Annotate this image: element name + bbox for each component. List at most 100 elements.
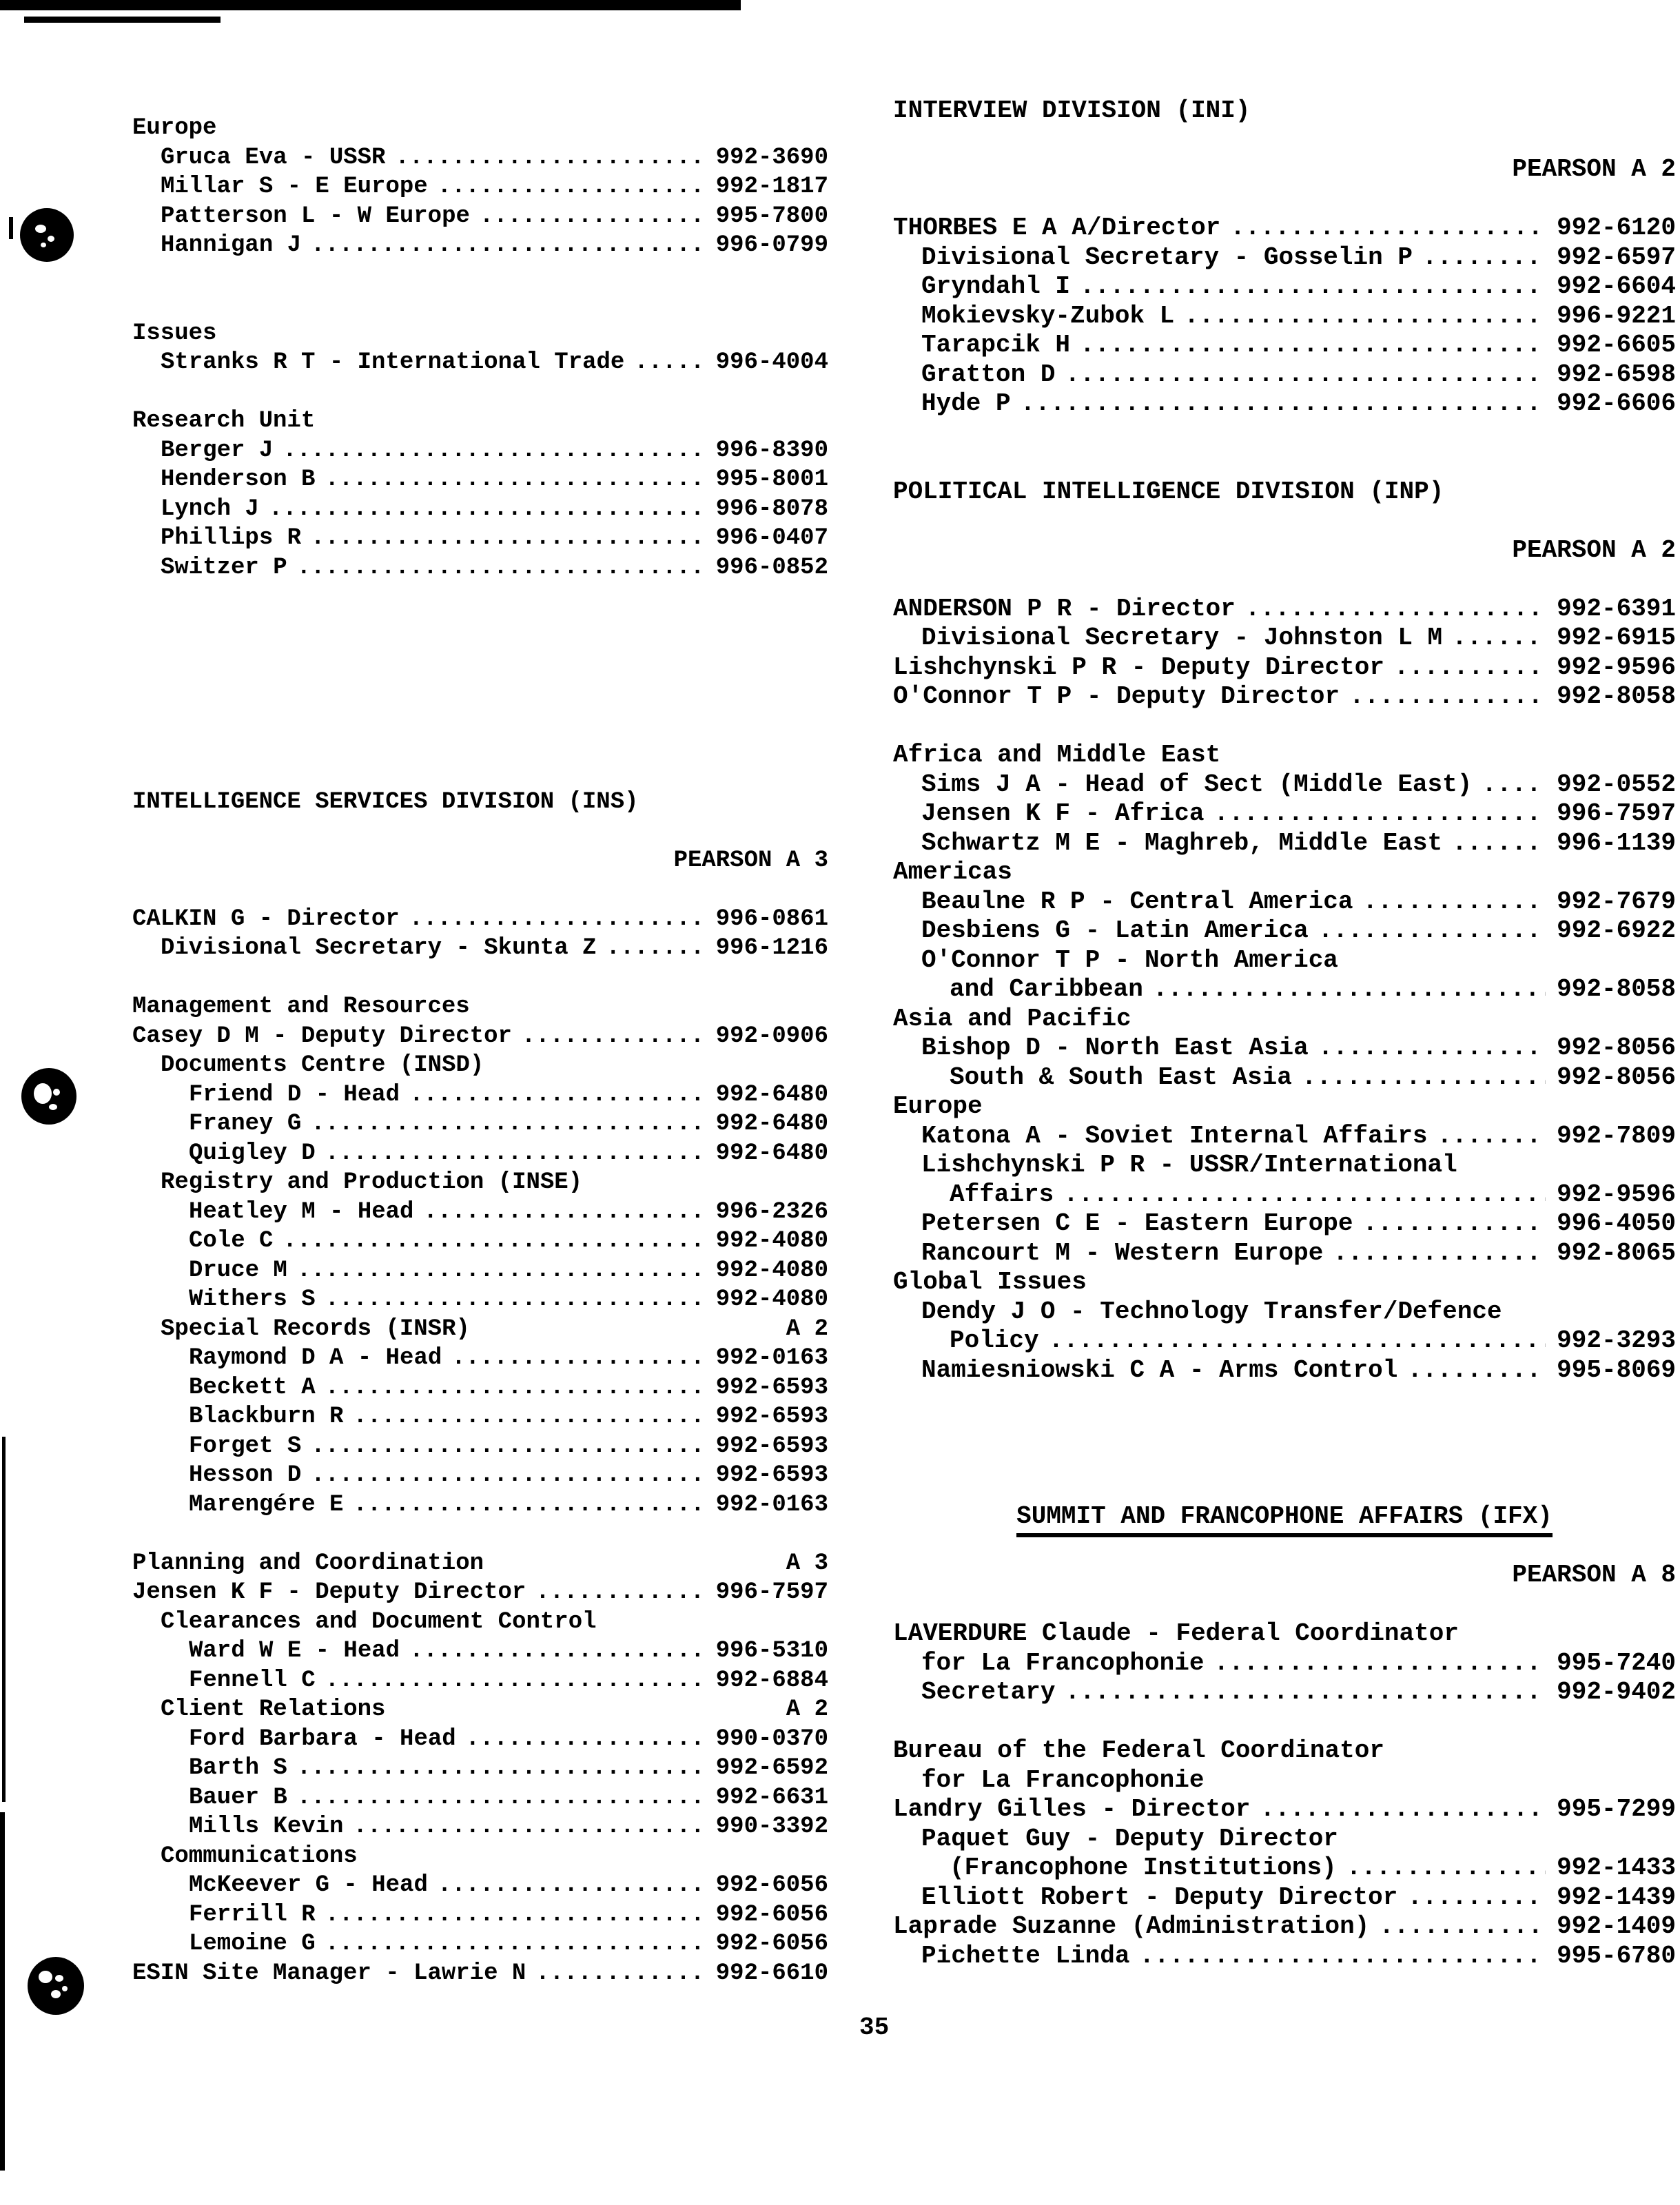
directory-line: LAVERDURE Claude - Federal Coordinator [893,1619,1676,1649]
dot-leader: ........................................… [1379,1912,1546,1940]
entry-text: Documents Centre (INSD) [161,1052,484,1078]
directory-line: Paquet Guy - Deputy Director [893,1825,1676,1854]
directory-line: SUMMIT AND FRANCOPHONE AFFAIRS (IFX) [893,1502,1676,1537]
dot-leader: ........................................… [311,525,705,551]
blank-line [893,1707,1676,1737]
entry-text: Raymond D A - Head [189,1345,442,1371]
phone-number: 996-0799 [715,232,828,258]
dot-leader: ........................................… [296,1755,705,1781]
blank-line [132,699,828,729]
directory-line: Forget S................................… [132,1432,828,1462]
dot-leader: ........................................… [311,1462,705,1488]
dot-leader: ........................................… [535,1579,705,1606]
dot-leader: ........................................… [353,1814,705,1840]
directory-line: POLITICAL INTELLIGENCE DIVISION (INP) [893,478,1676,507]
dot-leader: ........................................… [283,1228,705,1254]
entry-text: South & South East Asia [950,1063,1292,1091]
phone-number: 996-7597 [715,1579,828,1606]
directory-line: Hesson D................................… [132,1461,828,1490]
phone-number: 992-6604 [1557,272,1676,300]
dot-leader: ........................................… [1020,389,1546,418]
dot-leader: ........................................… [1346,1854,1546,1882]
directory-line: Hannigan J..............................… [132,231,828,260]
blank-line [893,419,1676,449]
entry-text: Registry and Production (INSE) [161,1169,583,1196]
entry-text: Quigley D [189,1140,316,1167]
dot-leader: ........................................… [1065,360,1546,389]
entry-text: Phillips R [161,525,302,551]
directory-line: INTELLIGENCE SERVICES DIVISION (INS) [132,788,828,817]
blank-line [132,612,828,642]
directory-line: Lishchynski P R - USSR/International [893,1151,1676,1180]
entry-text: Divisional Secretary - Johnston L M [921,624,1443,652]
entry-text: ANDERSON P R - Director [893,594,1236,623]
locator-code: A 3 [786,1550,828,1577]
directory-line: Jensen K F - Deputy Director............… [132,1578,828,1608]
dot-leader: ........................................… [409,905,705,932]
directory-line: Jensen K F - Africa.....................… [893,799,1676,829]
directory-line: CALKIN G - Director.....................… [132,905,828,934]
directory-line: PEARSON A 2 [893,536,1676,566]
scan-edge-artifact-left-2 [0,1812,5,2171]
entry-text: INTELLIGENCE SERVICES DIVISION (INS) [132,788,639,815]
directory-line: Hyde P..................................… [893,389,1676,419]
dot-leader: ........................................… [325,466,705,493]
dot-leader: ........................................… [1349,682,1546,710]
entry-text: Berger J [161,437,274,464]
phone-number: 992-1439 [1557,1883,1676,1911]
entry-text: CALKIN G - Director [132,905,400,932]
entry-text: INTERVIEW DIVISION (INI) [893,96,1251,125]
dot-leader: ........................................… [479,203,705,229]
blank-line [132,817,828,846]
entry-text: Affairs [950,1180,1054,1209]
directory-line: and Caribbean...........................… [893,975,1676,1005]
entry-text: Cole C [189,1228,274,1254]
locator-code: A 2 [786,1696,828,1723]
phone-number: 992-6631 [715,1784,828,1811]
dot-leader: ........................................… [1230,214,1546,242]
phone-number: 996-0852 [715,554,828,581]
dot-leader: ........................................… [325,1140,705,1167]
entry-text: Hyde P [921,389,1011,418]
entry-text: Switzer P [161,554,287,581]
phone-number: 992-9596 [1557,1180,1676,1209]
entry-text: LAVERDURE Claude - Federal Coordinator [893,1619,1459,1648]
directory-line: Katona A - Soviet Internal Affairs......… [893,1122,1676,1151]
directory-line: Planning and Coordination A 3 [132,1549,828,1579]
dot-leader: ........................................… [1333,1238,1546,1267]
entry-text: Beckett A [189,1374,316,1401]
directory-line: Marengére E.............................… [132,1490,828,1520]
dot-leader: ........................................… [1063,1180,1546,1209]
entry-text: Gratton D [921,360,1056,389]
blank-line [132,582,828,612]
dot-leader: ........................................… [1244,594,1546,623]
scan-edge-artifact-left-1 [2,1437,6,1802]
blank-line [893,712,1676,741]
blank-line [132,670,828,700]
dot-leader: ........................................… [535,1960,705,1987]
hole-punch-mark-2 [21,1068,76,1125]
page-number: 35 [859,2013,890,2042]
phone-number: 992-6597 [1557,243,1676,271]
directory-line: Divisional Secretary - Gosselin P.......… [893,243,1676,273]
blank-line [893,565,1676,595]
entry-text: Namiesniowski C A - Arms Control [921,1355,1398,1384]
entry-text: Rancourt M - Western Europe [921,1238,1324,1267]
phone-number: 992-6915 [1557,624,1676,652]
directory-line: Gruca Eva - USSR........................… [132,143,828,173]
directory-line: Special Records (INSR) A 2 [132,1315,828,1344]
locator-code: A 2 [786,1315,828,1342]
dot-leader: ........................................… [409,1638,705,1664]
entry-text: Elliott Robert - Deputy Director [921,1883,1398,1911]
phone-number: 995-8001 [715,466,828,493]
directory-line: Phillips R..............................… [132,524,828,553]
phone-number: 992-8056 [1557,1063,1676,1091]
entry-text: Client Relations [161,1696,386,1723]
directory-line: Lynch J.................................… [132,495,828,524]
directory-line: Landry Gilles - Director................… [893,1795,1676,1825]
dot-leader: ........................................… [1139,1941,1546,1970]
phone-number: 996-1139 [1557,828,1676,857]
directory-line: Africa and Middle East [893,741,1676,770]
dot-leader: ........................................… [1301,1063,1546,1091]
blank-line [132,729,828,759]
